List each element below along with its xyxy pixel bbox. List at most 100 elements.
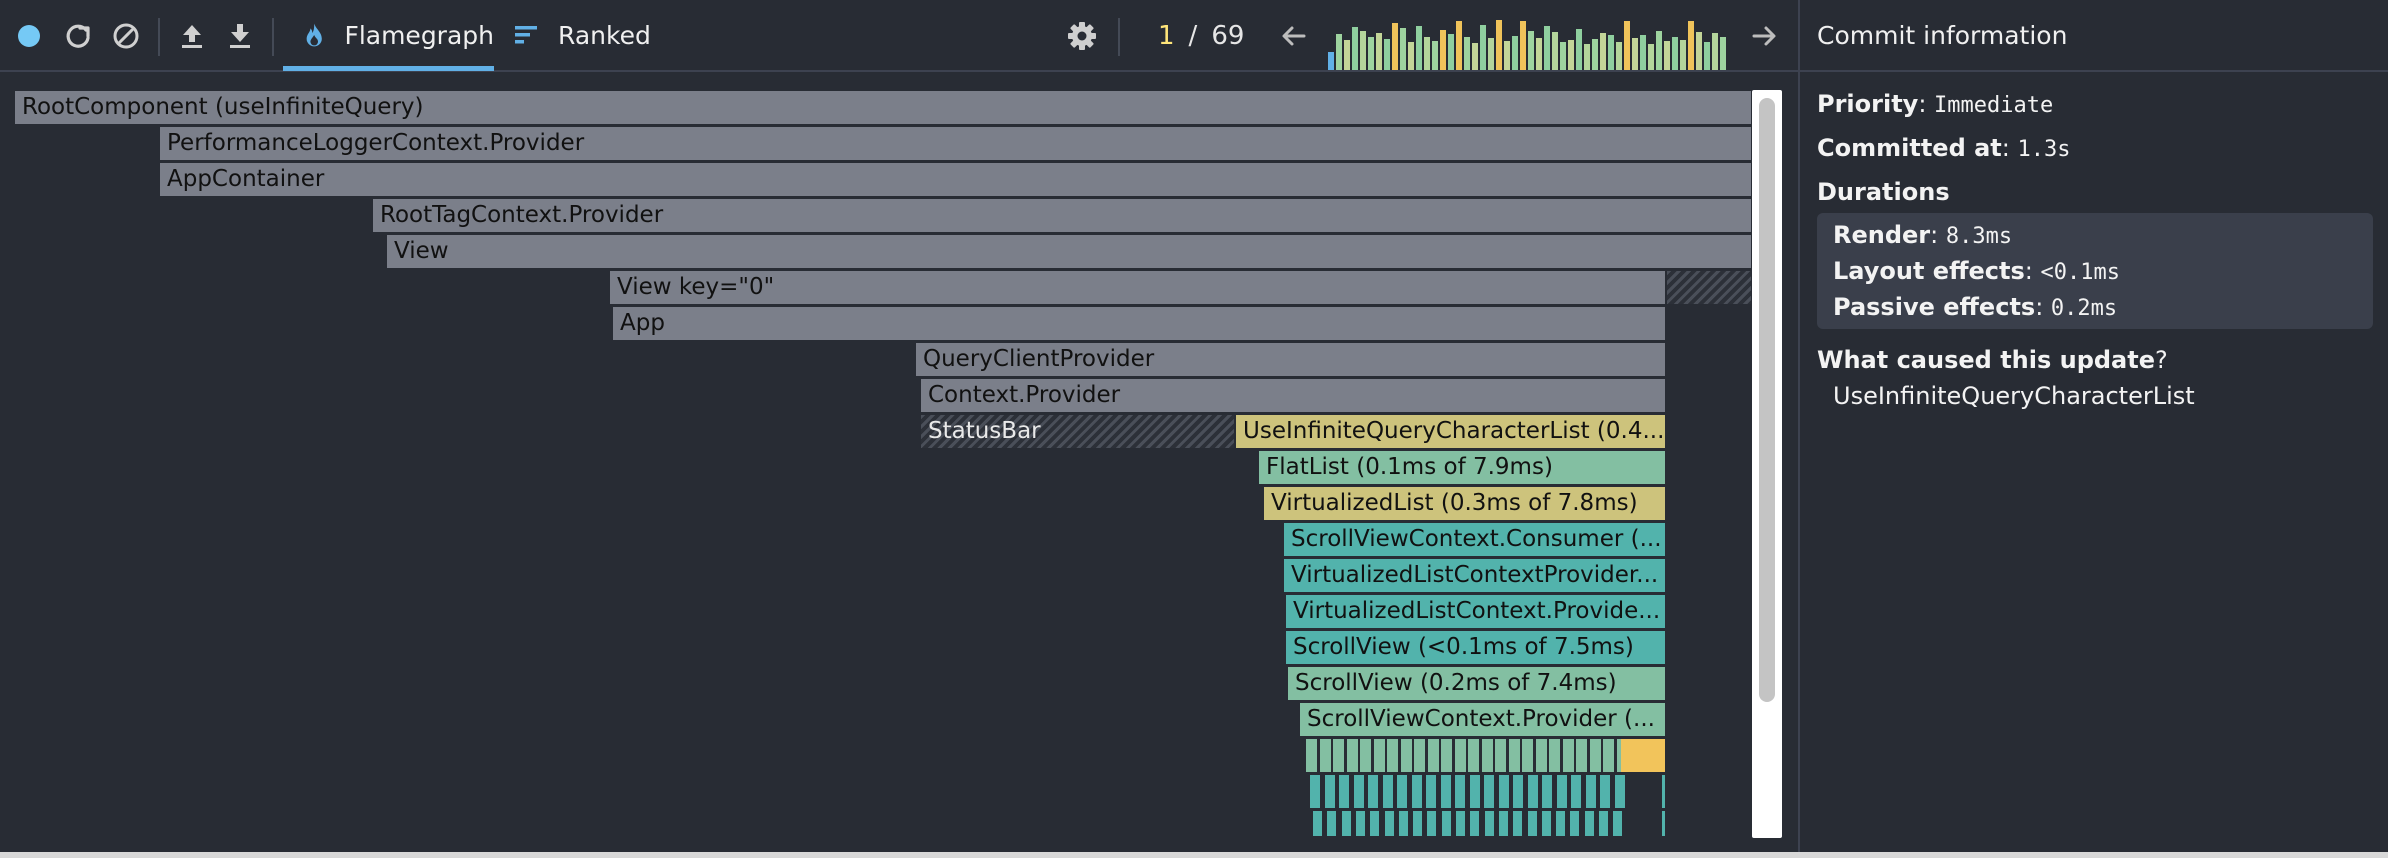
flame-node-list-cell[interactable] — [1562, 739, 1574, 772]
commit-bar[interactable] — [1576, 29, 1582, 70]
commit-bar[interactable] — [1584, 44, 1590, 70]
flame-node-root-component[interactable]: RootComponent (useInfiniteQuery) — [15, 91, 1751, 124]
flame-node-root-tag-context-provider[interactable]: RootTagContext.Provider — [373, 199, 1751, 232]
flame-node-list-item-child[interactable] — [1470, 811, 1480, 836]
flame-node-list-item[interactable] — [1662, 775, 1665, 808]
commit-bar[interactable] — [1472, 43, 1478, 70]
flame-node-list-item-child[interactable] — [1613, 811, 1623, 836]
commit-bar[interactable] — [1624, 21, 1630, 70]
commit-bar[interactable] — [1648, 44, 1654, 70]
flame-node-list-cell[interactable] — [1576, 739, 1587, 772]
flame-node-list-item[interactable] — [1513, 775, 1523, 808]
arrow-right-icon[interactable] — [1748, 20, 1780, 52]
commit-bar[interactable] — [1544, 26, 1550, 70]
flame-node-list-item[interactable] — [1397, 775, 1407, 808]
flame-node-virtualized-list-context-provider[interactable]: VirtualizedListContext.Provide... — [1286, 595, 1665, 628]
commit-bar[interactable] — [1696, 32, 1702, 70]
flame-node-list-cell[interactable] — [1441, 739, 1452, 772]
flame-node-app-container[interactable]: AppContainer — [160, 163, 1751, 196]
commit-bar[interactable] — [1712, 33, 1718, 70]
flame-node-list-cell[interactable] — [1387, 739, 1398, 772]
flame-node-list-cell[interactable] — [1522, 739, 1533, 772]
flame-node-list-item-child[interactable] — [1527, 811, 1537, 836]
arrow-left-icon[interactable] — [1278, 20, 1310, 52]
flame-node-list-cell[interactable] — [1427, 739, 1439, 772]
flame-node-scroll-view-outer[interactable]: ScrollView (<0.1ms of 7.5ms) — [1286, 631, 1665, 664]
flame-node-list-cell[interactable] — [1549, 739, 1560, 772]
flame-node-list-item[interactable] — [1600, 775, 1610, 808]
flame-node-list-item-child[interactable] — [1370, 811, 1380, 836]
flame-node-list-item-child[interactable] — [1662, 811, 1665, 836]
commit-bar[interactable] — [1536, 38, 1542, 70]
flame-node-list-cell[interactable] — [1373, 739, 1385, 772]
flame-node-list-item-child[interactable] — [1327, 811, 1337, 836]
commit-bar[interactable] — [1528, 31, 1534, 70]
flame-node-list-item-child[interactable] — [1398, 811, 1408, 836]
flame-node-list-item[interactable] — [1455, 775, 1465, 808]
flame-node-list-cell[interactable] — [1400, 739, 1412, 772]
flame-node-list-item[interactable] — [1411, 775, 1422, 808]
commit-bar[interactable] — [1680, 40, 1686, 70]
flame-node-list-cell[interactable] — [1468, 739, 1479, 772]
flame-node-use-infinite-query-character-list[interactable]: UseInfiniteQueryCharacterList (0.4... — [1236, 415, 1665, 448]
commit-bar[interactable] — [1592, 39, 1598, 70]
commit-bar[interactable] — [1608, 35, 1614, 70]
flame-node-list-item-child[interactable] — [1484, 811, 1494, 836]
flame-node-list-item[interactable] — [1571, 775, 1581, 808]
flame-node-list-item-child[interactable] — [1313, 811, 1322, 836]
flame-node-scroll-view-context-consumer[interactable]: ScrollViewContext.Consumer (... — [1284, 523, 1665, 556]
flame-node-list-item[interactable] — [1382, 775, 1393, 808]
commit-bar[interactable] — [1488, 38, 1494, 70]
flame-node-scroll-view[interactable]: ScrollView (0.2ms of 7.4ms) — [1288, 667, 1665, 700]
flame-node-list-item-child[interactable] — [1413, 811, 1423, 836]
flame-node-list-item[interactable] — [1614, 775, 1625, 808]
commit-bar[interactable] — [1392, 23, 1398, 70]
commit-bar[interactable] — [1408, 42, 1414, 70]
flame-node-list-item[interactable] — [1368, 775, 1378, 808]
flame-node-flat-list[interactable]: FlatList (0.1ms of 7.9ms) — [1259, 451, 1665, 484]
commit-bar[interactable] — [1704, 42, 1710, 70]
flame-node-list-cell[interactable] — [1508, 739, 1520, 772]
commit-bar[interactable] — [1456, 21, 1462, 70]
commit-bar[interactable] — [1424, 37, 1430, 70]
flame-node-list-item[interactable] — [1556, 775, 1567, 808]
commit-bar[interactable] — [1416, 26, 1422, 70]
commit-bar[interactable] — [1368, 37, 1374, 70]
commit-bar[interactable] — [1552, 32, 1558, 70]
flame-node-view[interactable]: View — [387, 235, 1751, 268]
flame-node-context-provider[interactable]: Context.Provider — [921, 379, 1665, 412]
flame-node-list-cell[interactable] — [1319, 739, 1331, 772]
flame-node-list-cell[interactable] — [1454, 739, 1466, 772]
flame-node-unrendered-sibling[interactable] — [1667, 271, 1751, 304]
commit-bar[interactable] — [1328, 52, 1334, 70]
commit-bar[interactable] — [1360, 31, 1366, 70]
tab-ranked[interactable]: Ranked — [512, 0, 651, 70]
load-profile-icon[interactable] — [176, 20, 208, 52]
commit-bar[interactable] — [1632, 38, 1638, 70]
flame-node-list-cell[interactable] — [1495, 739, 1506, 772]
flame-node-list-item[interactable] — [1324, 775, 1335, 808]
flame-node-view-key-0[interactable]: View key="0" — [610, 271, 1665, 304]
commit-bar[interactable] — [1496, 20, 1502, 70]
commit-bar[interactable] — [1448, 34, 1454, 70]
commit-bar[interactable] — [1376, 33, 1382, 70]
flame-node-list-item-child[interactable] — [1513, 811, 1523, 836]
flame-node-performance-logger-context-provider[interactable]: PerformanceLoggerContext.Provider — [160, 127, 1751, 160]
flame-node-list-cell[interactable] — [1306, 739, 1317, 772]
flame-node-virtualized-list[interactable]: VirtualizedList (0.3ms of 7.8ms) — [1264, 487, 1665, 520]
flame-node-virtualized-list-context-provider-outer[interactable]: VirtualizedListContextProvider... — [1284, 559, 1665, 592]
commit-bar[interactable] — [1640, 35, 1646, 70]
flamegraph-scrollbar-thumb[interactable] — [1759, 98, 1775, 702]
commit-bar[interactable] — [1512, 36, 1518, 70]
flame-node-status-bar[interactable]: StatusBar — [921, 415, 1234, 448]
commit-bar[interactable] — [1432, 41, 1438, 70]
commit-bar[interactable] — [1520, 21, 1526, 70]
commit-bar[interactable] — [1664, 41, 1670, 70]
commit-bar[interactable] — [1672, 37, 1678, 70]
flame-node-query-client-provider[interactable]: QueryClientProvider — [916, 343, 1665, 376]
flame-node-list-item-child[interactable] — [1498, 811, 1508, 836]
flame-node-list-cell[interactable] — [1346, 739, 1358, 772]
commit-bar[interactable] — [1504, 41, 1510, 70]
flame-node-list-item[interactable] — [1310, 775, 1320, 808]
flame-node-list-item-child[interactable] — [1556, 811, 1566, 836]
